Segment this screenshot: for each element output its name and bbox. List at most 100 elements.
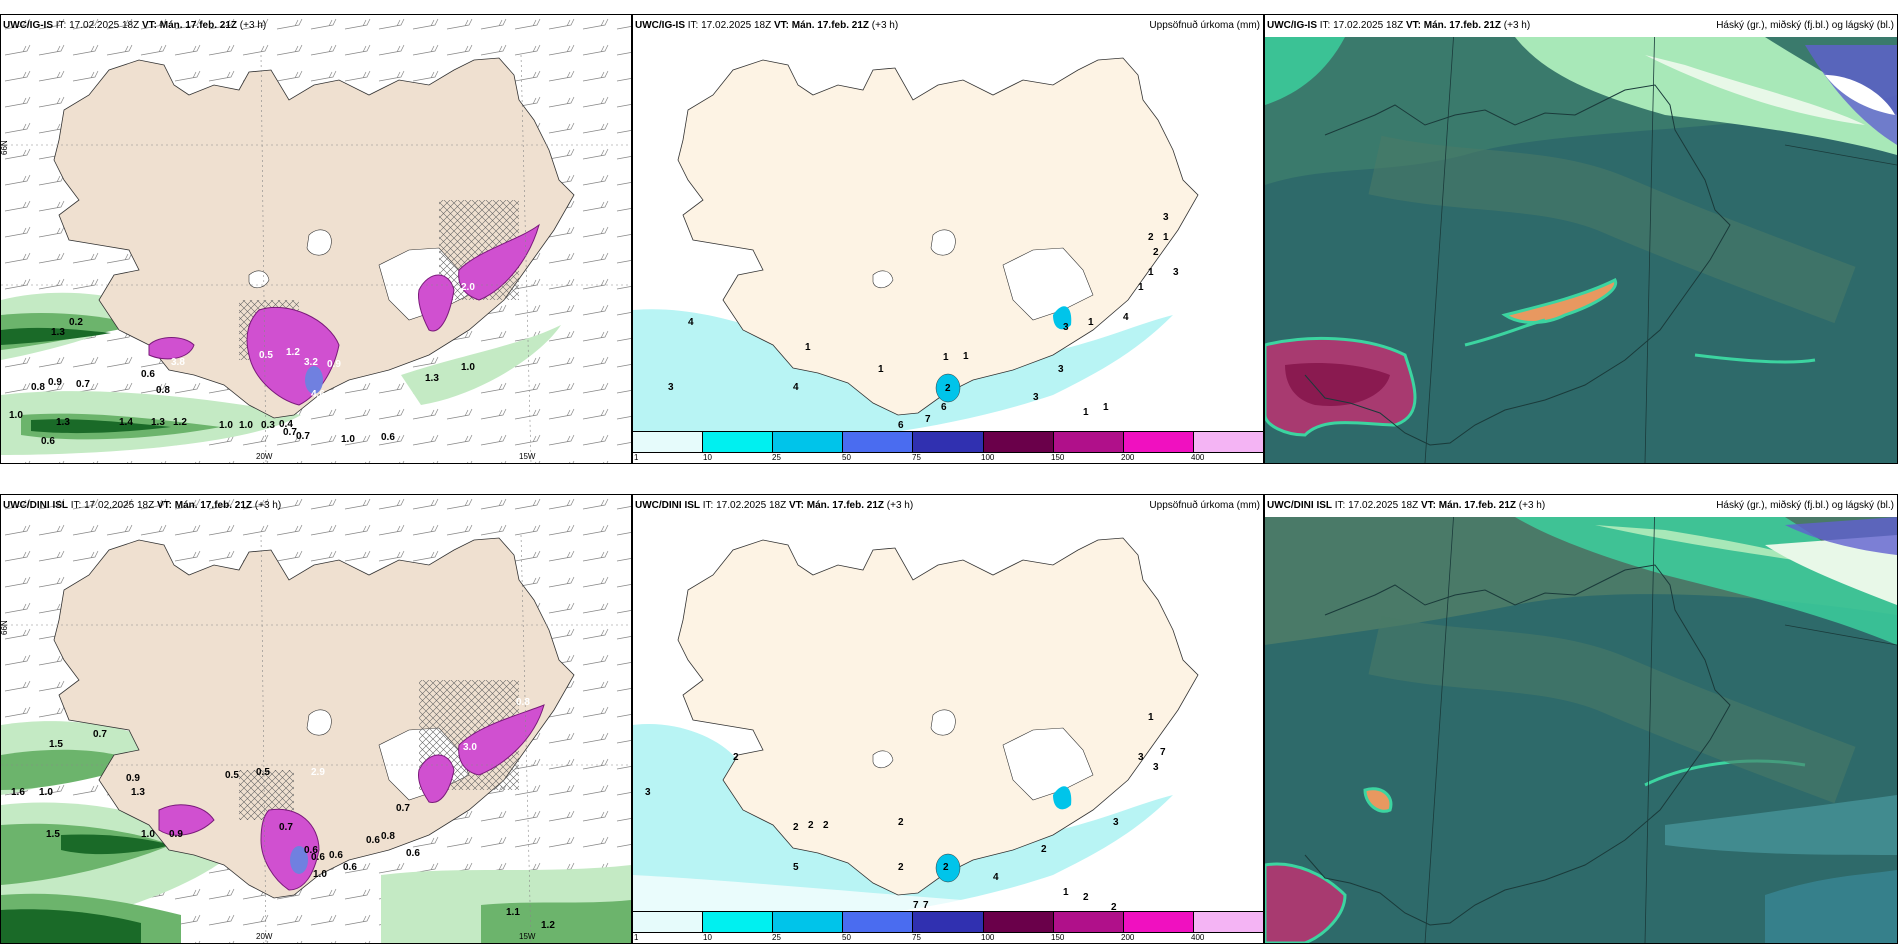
value-label: 1.0: [461, 362, 475, 373]
lat-label-66n: 66N: [1, 620, 9, 635]
value-label: 1.3: [131, 787, 145, 798]
value-label: 0.6: [366, 835, 380, 846]
colorbar-tick: 50: [842, 933, 851, 942]
panel-header: UWC/DINI ISL IT: 17.02.2025 18Z VT: Mán.…: [1, 495, 631, 517]
value-labels: 0.2 1.3 0.8 0.9 0.7 0.8 1.0 1.3 1.4 1.3 …: [9, 282, 475, 447]
vt-label: VT: Mán. 17.feb. 21Z: [1420, 500, 1516, 511]
value-label: 1.2: [173, 417, 187, 428]
value-label: 2: [823, 820, 829, 831]
value-label: 1.2: [541, 920, 555, 931]
lon-label-20w: 20W: [256, 932, 273, 941]
value-label: 1: [1138, 282, 1144, 293]
value-label: 2: [898, 862, 904, 873]
value-label: 1: [1148, 267, 1154, 278]
value-label: 1.1: [506, 907, 520, 918]
value-label: 2.0: [461, 282, 475, 293]
value-label: 1: [805, 342, 811, 353]
colorbar-tick: 150: [1051, 453, 1065, 462]
value-label: 6: [941, 402, 947, 413]
lead-time: (+3 h): [1518, 500, 1546, 511]
value-label: 0.6: [406, 848, 420, 859]
colorbar-tick: 200: [1121, 933, 1135, 942]
model-name: UWC/DINI ISL: [3, 500, 68, 511]
value-label: 2.2: [345, 399, 359, 410]
model-name: UWC/IG-IS: [3, 20, 53, 31]
value-label: 1.0: [9, 410, 23, 421]
value-label: 3.0: [463, 742, 477, 753]
it-label: IT:: [687, 20, 699, 31]
value-label: 7: [913, 900, 919, 911]
it-value: 17.02.2025 18Z: [701, 20, 772, 31]
wind-precip-map: 1.5 0.7 1.6 1.0 1.3 1.5 1.0 0.9 0.6 0.8 …: [1, 495, 631, 943]
colorbar-tick: 150: [1051, 933, 1065, 942]
vt-label: VT: Mán. 17.feb. 21Z: [773, 20, 869, 31]
lead-time: (+3 h): [239, 20, 267, 31]
colorbar-swatch: [633, 432, 704, 452]
vt-label: VT: Mán. 17.feb. 21Z: [141, 20, 237, 31]
value-label: 1.6: [11, 787, 25, 798]
value-labels: 1.5 0.7 1.6 1.0 1.3 1.5 1.0 0.9 0.6 0.8 …: [11, 697, 555, 931]
value-label: 0.9: [169, 829, 183, 840]
colorbar-swatch: [843, 912, 914, 932]
value-label: 2: [1148, 232, 1154, 243]
precip-colorbar: [633, 431, 1263, 453]
value-label: 3: [645, 787, 651, 798]
it-value: 17.02.2025 18Z: [1348, 500, 1419, 511]
value-label: 0.8: [381, 831, 395, 842]
value-label: 1.0: [141, 829, 155, 840]
it-label: IT:: [1319, 20, 1331, 31]
value-label: 0.9: [327, 359, 341, 370]
model-name: UWC/IG-IS: [1267, 20, 1317, 31]
colorbar-swatch: [1123, 432, 1194, 452]
it-label: IT:: [702, 500, 714, 511]
value-label: 0.6: [311, 852, 325, 863]
colorbar-ticks: 1 10 25 50 75 100 150 200 400: [633, 933, 1263, 943]
value-label: 1.3: [56, 417, 70, 428]
colorbar-tick: 100: [981, 933, 995, 942]
colorbar-tick: 1: [634, 933, 639, 942]
value-label: 1.3: [425, 373, 439, 384]
colorbar-tick: 25: [772, 453, 781, 462]
value-label: 4: [688, 317, 694, 328]
colorbar-swatch: [1053, 432, 1124, 452]
colorbar-tick: 1: [634, 453, 639, 462]
map-panel-igis-clouds[interactable]: UWC/IG-IS IT: 17.02.2025 18Z VT: Mán. 17…: [1264, 14, 1898, 464]
iceland-outline: [1304, 84, 1731, 446]
value-label: 1: [1148, 712, 1154, 723]
vt-label: VT: Mán. 17.feb. 21Z: [788, 500, 884, 511]
value-label: 1.5: [49, 739, 63, 750]
colorbar-tick: 400: [1191, 453, 1205, 462]
panel-title: Háský (gr.), miðský (fj.bl.) og lágský (…: [1716, 500, 1894, 511]
panel-title: Uppsöfnuð úrkoma (mm): [1149, 500, 1260, 511]
value-label: 3: [668, 382, 674, 393]
value-label: 3: [1113, 817, 1119, 828]
map-panel-igis-precip[interactable]: UWC/IG-IS IT: 17.02.2025 18Z VT: Mán. 17…: [632, 14, 1264, 464]
it-value: 17.02.2025 18Z: [69, 20, 140, 31]
map-panel-dini-precip[interactable]: UWC/DINI ISL IT: 17.02.2025 18Z VT: Mán.…: [632, 494, 1264, 944]
value-label: 0.6: [41, 436, 55, 447]
panel-header: UWC/IG-IS IT: 17.02.2025 18Z VT: Mán. 17…: [1265, 15, 1897, 37]
value-label: 2.9: [311, 767, 325, 778]
value-label: 1.3: [151, 417, 165, 428]
cloud-cover-map: [1265, 495, 1897, 943]
value-label: 2: [1111, 902, 1117, 913]
colorbar-tick: 100: [981, 453, 995, 462]
panel-header: UWC/DINI ISL IT: 17.02.2025 18Z VT: Mán.…: [1265, 495, 1897, 517]
value-label: 0.6: [329, 850, 343, 861]
value-label: 0.9: [48, 377, 62, 388]
value-label: 3: [1063, 322, 1069, 333]
lat-label-66n: 66N: [1, 140, 9, 155]
it-value: 17.02.2025 18Z: [84, 500, 155, 511]
map-panel-dini-clouds[interactable]: UWC/DINI ISL IT: 17.02.2025 18Z VT: Mán.…: [1264, 494, 1898, 944]
colorbar-swatch: [1053, 912, 1124, 932]
value-label: 1: [1083, 407, 1089, 418]
value-label: 3: [1163, 212, 1169, 223]
map-panel-igis-wind[interactable]: UWC/IG-IS IT: 17.02.2025 18Z VT: Mán. 17…: [0, 14, 632, 464]
value-label: 0.5: [259, 350, 273, 361]
panel-title: Háský (gr.), miðský (fj.bl.) og lágský (…: [1716, 20, 1894, 31]
value-label: 0.6: [343, 862, 357, 873]
value-label: 3: [1138, 752, 1144, 763]
it-value: 17.02.2025 18Z: [716, 500, 787, 511]
value-label: 7: [925, 414, 931, 425]
map-panel-dini-wind[interactable]: UWC/DINI ISL IT: 17.02.2025 18Z VT: Mán.…: [0, 494, 632, 944]
